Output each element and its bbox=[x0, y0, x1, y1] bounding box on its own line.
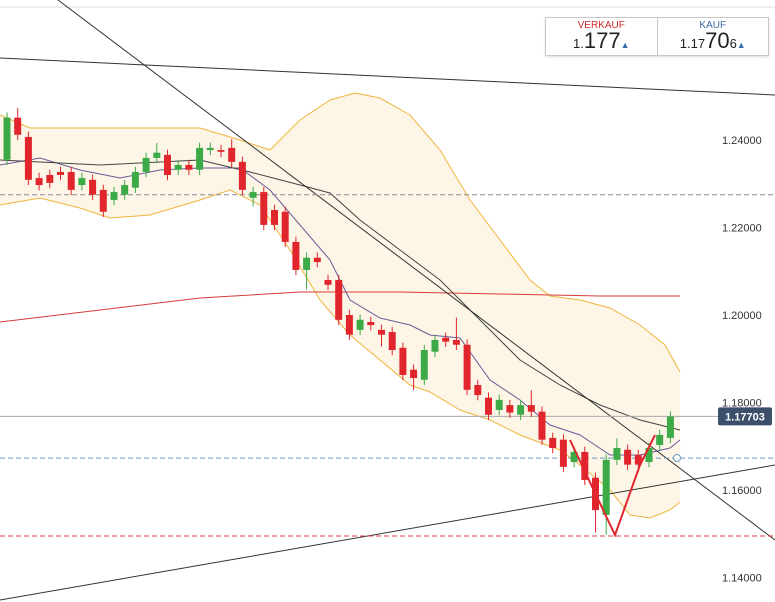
y-tick-label: 1.18000 bbox=[722, 397, 762, 409]
candle-body bbox=[3, 117, 11, 160]
candle-body bbox=[474, 385, 482, 396]
candle-body bbox=[656, 434, 664, 445]
candle-body bbox=[238, 161, 246, 190]
buy-main: 70 bbox=[705, 28, 730, 53]
candle-body bbox=[110, 192, 118, 200]
candle-body bbox=[99, 189, 107, 212]
sell-prefix: 1. bbox=[573, 36, 584, 51]
trend-line bbox=[0, 57, 775, 96]
candle-body bbox=[260, 192, 268, 225]
candle-body bbox=[46, 175, 54, 183]
candle-body bbox=[581, 451, 589, 480]
moving-average-long bbox=[0, 291, 680, 323]
candle-body bbox=[196, 147, 204, 170]
sell-button[interactable]: VERKAUF 1.177▲ bbox=[546, 18, 657, 55]
candle-body bbox=[495, 399, 503, 410]
candle-body bbox=[613, 448, 621, 460]
candle-body bbox=[281, 211, 289, 242]
candle-body bbox=[142, 157, 150, 172]
candle-body bbox=[335, 280, 343, 320]
candle-body bbox=[624, 449, 632, 465]
candle-body bbox=[527, 405, 535, 412]
quote-box: VERKAUF 1.177▲ KAUF 1.17706▲ bbox=[545, 17, 769, 56]
level-handle bbox=[673, 454, 681, 462]
lower-band bbox=[0, 189, 681, 519]
candle-body bbox=[228, 147, 236, 162]
candle-body bbox=[164, 154, 171, 175]
moving-average-short bbox=[0, 157, 681, 456]
trend-line bbox=[57, 0, 775, 541]
candle-body bbox=[89, 179, 97, 195]
candle-body bbox=[463, 344, 471, 390]
y-tick-label: 1.24000 bbox=[722, 135, 762, 147]
candle-body bbox=[217, 150, 225, 152]
candle-body bbox=[324, 280, 332, 285]
candle-body bbox=[121, 185, 129, 195]
drawn-line bbox=[569, 434, 656, 538]
candle-body bbox=[378, 329, 385, 335]
candle-body bbox=[538, 411, 546, 440]
candle-body bbox=[634, 455, 642, 465]
candle-body bbox=[313, 257, 321, 263]
candle-body bbox=[506, 405, 514, 413]
candle-body bbox=[420, 350, 428, 380]
candle-body bbox=[303, 257, 311, 270]
candle-body bbox=[35, 178, 43, 186]
candle-body bbox=[442, 337, 450, 342]
candle-body bbox=[153, 152, 161, 158]
candle-body bbox=[24, 136, 32, 180]
sell-main: 177 bbox=[583, 28, 621, 53]
candle-body bbox=[345, 315, 353, 335]
y-tick-label: 1.16000 bbox=[722, 485, 762, 497]
buy-prefix: 1.17 bbox=[679, 36, 706, 51]
buy-label: KAUF bbox=[699, 20, 727, 31]
arrow: ▲ bbox=[736, 40, 746, 50]
candle-body bbox=[666, 416, 674, 438]
candle-body bbox=[67, 171, 75, 190]
candle-body bbox=[367, 322, 375, 326]
sell-label: VERKAUF bbox=[577, 20, 625, 31]
arrow: ▲ bbox=[620, 40, 630, 50]
candle-body bbox=[388, 332, 396, 350]
candle-body bbox=[174, 164, 182, 170]
candle-body bbox=[292, 241, 300, 270]
y-tick-label: 1.22000 bbox=[722, 222, 762, 234]
y-tick-label: 1.20000 bbox=[722, 310, 762, 322]
candle-body bbox=[602, 459, 610, 515]
price-label-box bbox=[718, 407, 772, 426]
candle-body bbox=[78, 178, 86, 186]
buy-button[interactable]: KAUF 1.17706▲ bbox=[656, 18, 769, 55]
candle-body bbox=[410, 369, 418, 378]
price-label: 1.17703 bbox=[725, 411, 765, 423]
trend-line bbox=[0, 464, 775, 601]
candle-body bbox=[356, 319, 364, 330]
candle-body bbox=[185, 164, 193, 170]
candle-body bbox=[399, 347, 407, 375]
candle-body bbox=[14, 117, 22, 135]
candle-body bbox=[431, 339, 439, 352]
candle-body bbox=[549, 437, 557, 448]
upper-band bbox=[0, 92, 681, 373]
candle-body bbox=[57, 171, 64, 175]
candle-body bbox=[570, 451, 578, 462]
buy-suffix: 6 bbox=[729, 36, 737, 51]
candle-body bbox=[517, 405, 525, 415]
candle-body bbox=[249, 192, 257, 198]
candle-body bbox=[131, 171, 139, 188]
candle-body bbox=[645, 448, 653, 462]
candle-body bbox=[485, 397, 492, 415]
candle-body bbox=[559, 439, 567, 467]
candle-body bbox=[452, 339, 460, 345]
candle-body bbox=[206, 147, 214, 151]
y-tick-label: 1.14000 bbox=[722, 572, 762, 584]
candle-body bbox=[271, 210, 278, 225]
